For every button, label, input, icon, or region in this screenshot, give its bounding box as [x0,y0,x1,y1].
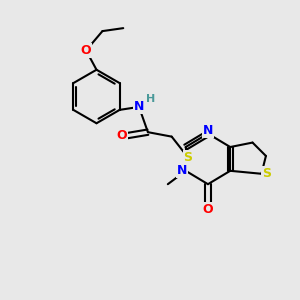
Text: N: N [177,164,187,177]
Text: N: N [203,124,213,136]
Text: O: O [81,44,92,57]
Text: N: N [134,100,144,113]
Text: O: O [117,129,128,142]
Text: O: O [202,203,213,216]
Text: S: S [184,151,193,164]
Text: H: H [146,94,155,104]
Text: S: S [262,167,271,180]
